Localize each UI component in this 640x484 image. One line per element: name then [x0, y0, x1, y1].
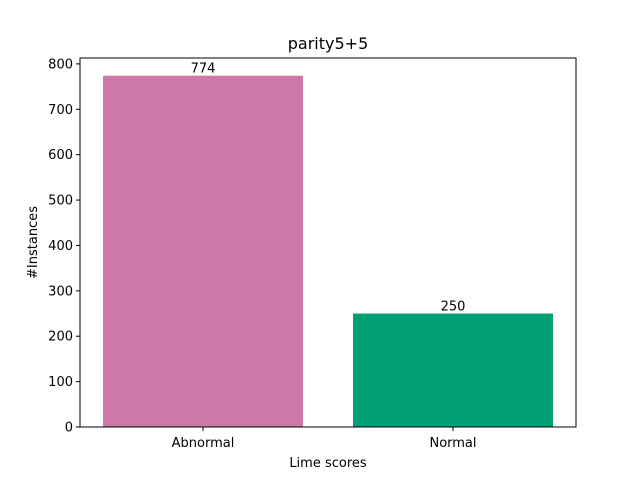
data-label-abnormal: 774	[191, 62, 216, 77]
chart-title: parity5+5	[288, 34, 369, 53]
x-axis: Abnormal Normal	[172, 427, 477, 451]
data-label-normal: 250	[441, 300, 466, 315]
y-tick-label: 100	[48, 375, 73, 390]
x-axis-label: Lime scores	[289, 456, 367, 471]
y-tick-label: 300	[48, 284, 73, 299]
y-tick-label: 0	[65, 421, 73, 436]
y-tick-label: 200	[48, 330, 73, 345]
y-tick-label: 500	[48, 194, 73, 209]
bar-normal	[353, 313, 553, 427]
x-tick-label-abnormal: Abnormal	[172, 436, 235, 451]
bars-layer: 774 250	[103, 62, 553, 427]
y-tick-label: 400	[48, 239, 73, 254]
y-axis: 0 100 200 300 400 500 600 700 800	[48, 57, 80, 436]
y-tick-label: 800	[48, 57, 73, 72]
bar-abnormal	[103, 75, 303, 427]
y-axis-label: #Instances	[26, 206, 41, 279]
y-tick-label: 700	[48, 103, 73, 118]
plot-frame	[79, 57, 577, 428]
x-tick-label-normal: Normal	[429, 436, 476, 451]
y-tick-label: 600	[48, 148, 73, 163]
